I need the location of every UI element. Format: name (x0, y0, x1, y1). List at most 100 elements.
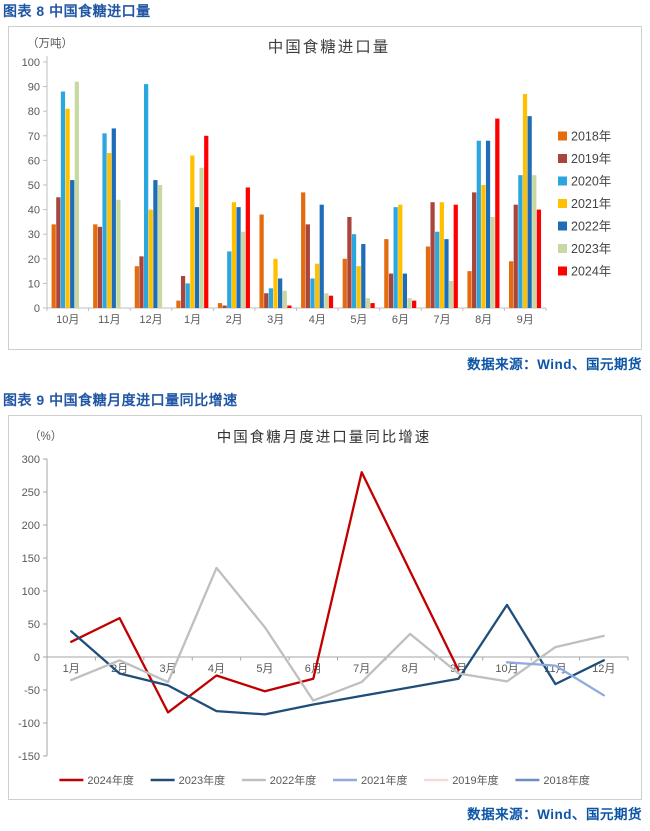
bar-series-2024年 (204, 118, 542, 308)
chart-title: 中国食糖月度进口量同比增速 (217, 429, 432, 446)
y-axis-unit-label: （万吨） (27, 37, 73, 50)
y-tick-label: 70 (28, 131, 40, 143)
axes (43, 56, 547, 311)
bar (176, 300, 181, 308)
bar (351, 234, 357, 308)
legend-label: 2020年 (571, 175, 611, 189)
bar (144, 84, 149, 308)
x-tick-label: 7月 (353, 663, 370, 675)
x-tick-label: 11月 (98, 314, 120, 326)
bar (190, 155, 195, 308)
y-tick-label: -100 (18, 718, 40, 730)
bar (467, 271, 472, 308)
bar-series-2022年 (70, 116, 532, 309)
x-tick-label: 10月 (495, 663, 518, 675)
bar (532, 175, 537, 308)
bar (370, 303, 375, 308)
figure9-caption: 图表 9 中国食糖月度进口量同比增速 (3, 392, 238, 408)
bar (453, 204, 458, 308)
bar-series-2021年 (65, 93, 528, 309)
y-tick-label: 60 (28, 155, 40, 167)
legend: 2018年 2019年 2020年 2021年 2022年 2023年 2024年 (558, 130, 611, 279)
bar (134, 266, 139, 308)
bar (56, 197, 61, 308)
bar (236, 207, 241, 308)
bar (412, 300, 417, 308)
legend-label: 2019年 (571, 152, 611, 166)
y-tick-label: 50 (28, 180, 40, 192)
y-tick-label: 10 (28, 278, 40, 290)
sugar-import-volume-bar-chart: （万吨） 中国食糖进口量 0 10 20 30 40 50 60 70 80 90 100 10月 11月 1… (22, 37, 612, 326)
bar (305, 224, 310, 308)
bar (508, 261, 514, 308)
y-tick-label: 200 (22, 520, 40, 532)
sugar-import-yoy-line-chart: （%） 中国食糖月度进口量同比增速 -150 -100 -50 0 50 100 150 200 2… (18, 429, 629, 787)
y-tick-label: 90 (28, 82, 40, 94)
bar (287, 305, 292, 308)
bar (495, 118, 500, 308)
line-series-2023年度 (70, 603, 605, 716)
y-tick-label: 30 (28, 229, 40, 241)
bar (259, 214, 264, 308)
bar (107, 153, 112, 308)
bar (273, 258, 278, 308)
bar (485, 140, 491, 308)
figure9-source: 数据来源：Wind、国元期货 (467, 807, 642, 822)
y-tick-label: 40 (28, 205, 40, 217)
bar (185, 283, 190, 308)
bar (342, 258, 347, 308)
y-tick-label: 0 (34, 303, 40, 315)
legend-label: 2021年度 (361, 773, 407, 787)
x-tick-label: 6月 (305, 663, 322, 675)
bar (388, 273, 394, 308)
bar (425, 246, 431, 308)
bar (490, 216, 495, 308)
bar (204, 135, 209, 308)
y-tick-label: -150 (18, 751, 40, 763)
legend-swatch (558, 221, 567, 231)
bar (245, 187, 250, 308)
bar (51, 224, 56, 308)
legend-swatch (558, 244, 567, 253)
legend-swatch (558, 176, 567, 186)
bar (278, 278, 283, 308)
bar (402, 273, 408, 308)
figure8-chart-box: （万吨） 中国食糖进口量 0 10 20 30 40 50 60 70 80 90 100 10月 11月 1… (8, 26, 642, 350)
y-tick-label: -50 (24, 685, 40, 697)
bar (536, 209, 542, 308)
legend-swatch (558, 154, 567, 163)
bar (264, 293, 269, 308)
bar (522, 93, 528, 308)
x-tick-label: 2月 (226, 314, 243, 326)
bar (268, 288, 273, 308)
bar (282, 290, 287, 308)
bar (481, 185, 486, 308)
y-tick-label: 50 (28, 619, 40, 631)
bar (324, 293, 329, 308)
bar (301, 192, 306, 308)
legend-label: 2024年度 (87, 773, 133, 787)
x-tick-label: 6月 (392, 314, 409, 326)
bar-series-2023年 (74, 81, 537, 309)
bar (444, 239, 449, 308)
legend-label: 2021年 (571, 197, 611, 211)
legend: 2024年度 2023年度 2022年度 2021年度 2019年度 2018年度 (59, 773, 590, 787)
x-tick-label: 9月 (517, 314, 534, 326)
bar (148, 209, 153, 308)
y-axis-unit-label: （%） (29, 430, 62, 443)
bar (231, 202, 237, 308)
axes (43, 458, 629, 757)
bar-series-2018年 (51, 192, 514, 308)
bar (314, 263, 320, 308)
bar (199, 167, 204, 308)
bar (407, 298, 412, 308)
legend-swatch (558, 266, 567, 276)
x-tick-label: 5月 (350, 314, 367, 326)
x-tick-label: 4月 (309, 314, 326, 326)
bar (430, 202, 435, 308)
bar (111, 128, 116, 308)
bar (361, 244, 366, 308)
bar (222, 305, 227, 308)
figure8-caption: 图表 8 中国食糖进口量 (3, 3, 151, 19)
bar (476, 140, 481, 308)
